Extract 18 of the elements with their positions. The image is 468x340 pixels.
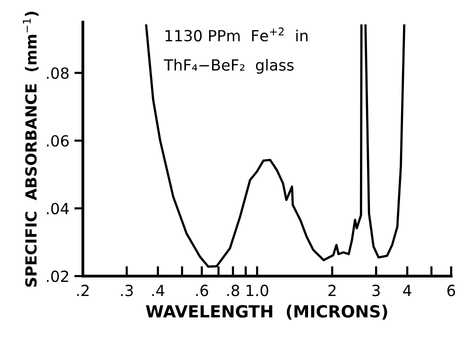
x-axis-title: WAVELENGTH (MICRONS) <box>146 304 388 320</box>
y-tick-label: .04 <box>46 202 69 214</box>
x-tick-label: 1.0 <box>246 284 268 296</box>
y-tick-label: .08 <box>46 67 69 79</box>
y-axis-title: SPECIFIC ABSORBANCE (mm$^{−1}$) <box>22 12 39 287</box>
x-tick-label: 6 <box>447 284 456 296</box>
x-tick-label: .6 <box>196 284 208 296</box>
annotation: 1130 PPm Fe$^{+2}$ in <box>166 27 308 42</box>
y-tick-label: .06 <box>46 135 69 147</box>
x-tick-label: 4 <box>403 284 412 296</box>
x-tick-label: .2 <box>77 284 89 296</box>
x-tick-label: 2 <box>328 284 336 296</box>
y-tick-label: .02 <box>46 270 68 282</box>
x-tick-label: .8 <box>227 284 240 296</box>
annotation: ThF₄−BeF₂ glass <box>164 58 294 74</box>
x-tick-label: .4 <box>152 284 164 296</box>
x-tick-label: 3 <box>372 284 380 296</box>
x-tick-label: .3 <box>121 284 133 296</box>
